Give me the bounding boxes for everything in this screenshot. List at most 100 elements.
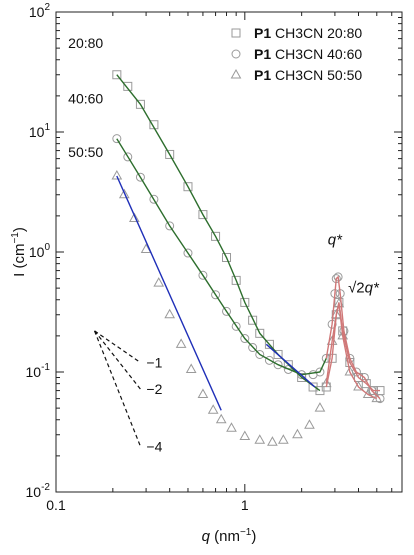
plot-area	[55, 11, 403, 493]
data-point	[304, 419, 315, 429]
data-point	[226, 422, 237, 432]
data-point	[207, 404, 219, 414]
data-point	[197, 388, 209, 398]
y-tick-exponent: -2	[41, 482, 50, 493]
data-point	[283, 364, 293, 374]
data-point	[183, 248, 193, 258]
data-point	[254, 434, 266, 444]
series-1	[112, 70, 385, 396]
fit-line	[325, 275, 381, 400]
legend-marker	[231, 49, 241, 59]
data-point	[231, 321, 241, 331]
data-point	[185, 363, 197, 373]
data-point	[353, 380, 364, 391]
data-series	[111, 70, 385, 446]
slope-guides: −1 −2 −4	[93, 330, 163, 454]
data-point	[267, 436, 278, 446]
y-tick-base: 10	[26, 364, 42, 380]
x-axis: 0.1 1q (nm−1)	[46, 12, 393, 545]
data-point	[314, 402, 326, 412]
y-axis-var: I	[11, 269, 28, 277]
series-label: 20:80	[68, 35, 103, 51]
y-tick-base: 10	[29, 4, 45, 20]
data-point	[273, 349, 283, 359]
x-axis-label: q (nm−1)	[202, 527, 257, 545]
data-point	[255, 349, 265, 359]
data-point	[135, 172, 145, 182]
data-point	[239, 430, 251, 441]
peak-label-prefix: √2	[348, 279, 365, 296]
data-point	[248, 343, 258, 353]
data-point	[149, 194, 159, 204]
x-tick-label: 1	[241, 497, 249, 513]
data-point	[264, 339, 274, 349]
x-tick-label: 0.1	[46, 497, 66, 513]
data-point	[211, 290, 221, 300]
data-point	[112, 134, 122, 144]
series-label: 50:50	[68, 144, 103, 160]
fit-line	[325, 303, 378, 400]
x-axis-unit: (nm	[210, 528, 240, 545]
legend-label: P1 CH3CN 50:50	[254, 67, 362, 83]
peak-label: q*	[328, 232, 343, 249]
fit-line	[265, 343, 316, 388]
data-point	[211, 231, 221, 241]
y-axis-unit-exponent: −1	[10, 232, 21, 244]
data-point	[198, 210, 208, 220]
data-point	[123, 152, 133, 162]
x-axis-unit-close: )	[251, 528, 256, 545]
y-tick-label: 100	[29, 242, 51, 260]
data-point	[198, 270, 208, 280]
slope-guide-line	[94, 330, 141, 390]
data-point	[128, 212, 140, 223]
data-point	[277, 434, 289, 444]
fit-line	[116, 175, 222, 411]
plot-border	[55, 11, 403, 493]
data-point	[112, 70, 122, 80]
y-tick-base: 10	[29, 244, 45, 260]
legend-label-bold: P1	[254, 67, 271, 83]
legend-label-text: CH3CN 20:80	[271, 25, 362, 41]
data-point	[165, 221, 175, 231]
data-point	[135, 99, 145, 109]
peak-label-main: q*	[328, 232, 343, 249]
slope-label: −2	[146, 381, 162, 397]
y-axis-unit: (cm	[11, 244, 28, 269]
data-point	[292, 428, 303, 439]
data-point	[231, 275, 241, 285]
y-tick-label: 10-2	[26, 482, 51, 500]
y-tick-exponent: 2	[44, 2, 50, 13]
data-point	[123, 81, 133, 91]
y-axis-label: I (cm−1)	[10, 227, 28, 277]
slope-label: −4	[146, 438, 162, 454]
y-tick-base: 10	[29, 124, 45, 140]
peak-label: √2q*	[348, 279, 380, 296]
data-point	[240, 297, 250, 307]
slope-label: −1	[146, 354, 162, 370]
data-point	[215, 413, 227, 424]
data-point	[175, 338, 187, 348]
legend-label: P1 CH3CN 40:60	[254, 46, 362, 62]
data-point	[264, 355, 274, 365]
legend-marker	[230, 68, 242, 79]
x-axis-var: q	[202, 528, 211, 545]
y-tick-label: 101	[29, 122, 51, 140]
legend-label-text: CH3CN 50:50	[271, 67, 362, 83]
data-point	[164, 308, 176, 319]
legend-label: P1 CH3CN 20:80	[254, 25, 362, 41]
slope-guide-line	[94, 330, 141, 363]
peak-label-main: q*	[365, 279, 380, 296]
data-point	[153, 277, 165, 287]
data-point	[222, 306, 232, 316]
data-point	[248, 315, 258, 325]
data-point	[240, 334, 250, 344]
data-point	[222, 252, 232, 262]
x-axis-unit-exponent: −1	[240, 527, 252, 538]
legend-label-bold: P1	[254, 46, 271, 62]
y-tick-exponent: 1	[44, 122, 50, 133]
